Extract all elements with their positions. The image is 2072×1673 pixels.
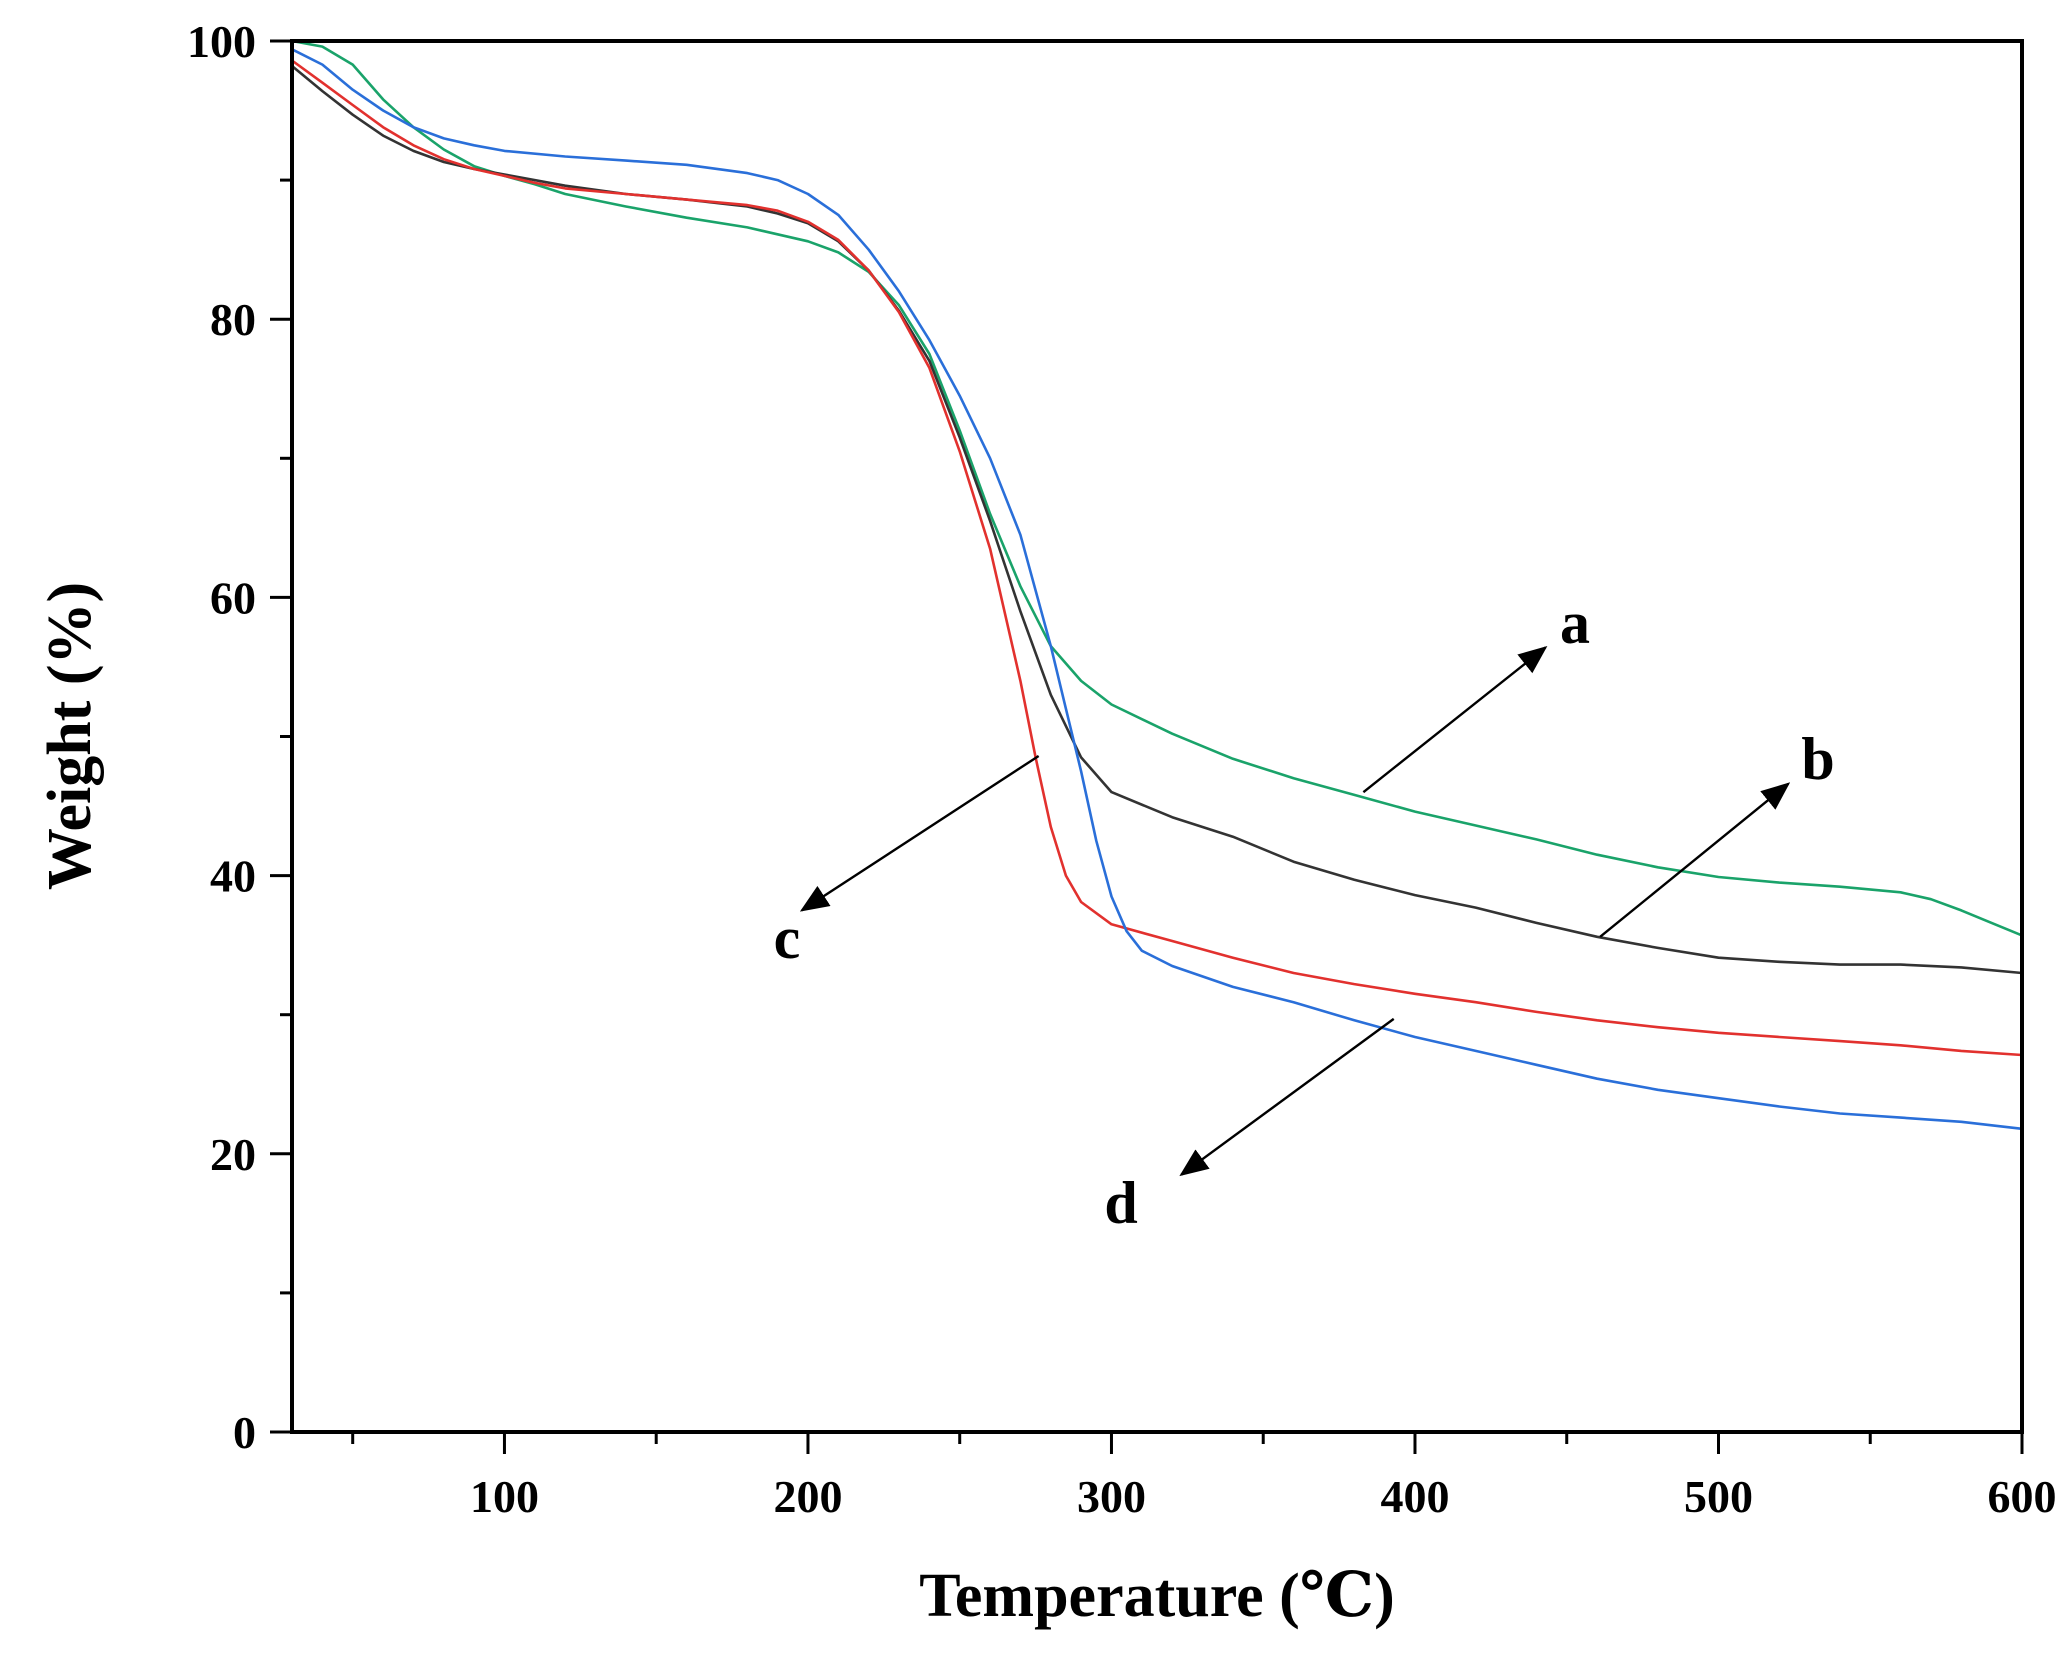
annotation-label-d: d <box>1104 1170 1137 1236</box>
series-line-1 <box>291 39 2023 937</box>
annotation-arrow-d <box>1179 1017 1395 1177</box>
series-layer <box>291 39 2023 1131</box>
y-tick-label: 0 <box>233 1407 256 1458</box>
x-axis-title: Temperature (℃) <box>919 1562 1394 1630</box>
y-tick-label: 100 <box>187 16 256 67</box>
annotation-label-b: b <box>1801 726 1834 792</box>
annotation-layer: a b c d <box>774 590 1835 1236</box>
x-tick-label: 400 <box>1380 1471 1449 1522</box>
x-tick-label: 300 <box>1077 1471 1146 1522</box>
y-tick-label: 80 <box>210 294 256 345</box>
x-tick-label: 500 <box>1684 1471 1753 1522</box>
annotation-arrow-a <box>1362 645 1548 794</box>
x-tick-label: 100 <box>470 1471 539 1522</box>
y-tick-label: 20 <box>210 1129 256 1180</box>
y-axis-title: Weight (%) <box>36 582 104 890</box>
x-tick-label: 600 <box>1988 1471 2057 1522</box>
annotation-label-c: c <box>774 905 801 971</box>
plot-frame <box>290 39 2024 1434</box>
y-tick-label: 40 <box>210 851 256 902</box>
x-tick-label: 200 <box>773 1471 842 1522</box>
series-line-4 <box>291 48 2023 1131</box>
series-line-3 <box>291 59 2023 1057</box>
annotation-arrow-c <box>799 754 1040 912</box>
annotation-arrow-b <box>1599 782 1791 938</box>
annotation-label-a: a <box>1560 590 1590 656</box>
ticks-layer: 100 200 300 400 500 600 0 20 40 60 80 100 <box>187 16 2057 1522</box>
y-tick-label: 60 <box>210 572 256 623</box>
series-line-2 <box>291 64 2023 975</box>
